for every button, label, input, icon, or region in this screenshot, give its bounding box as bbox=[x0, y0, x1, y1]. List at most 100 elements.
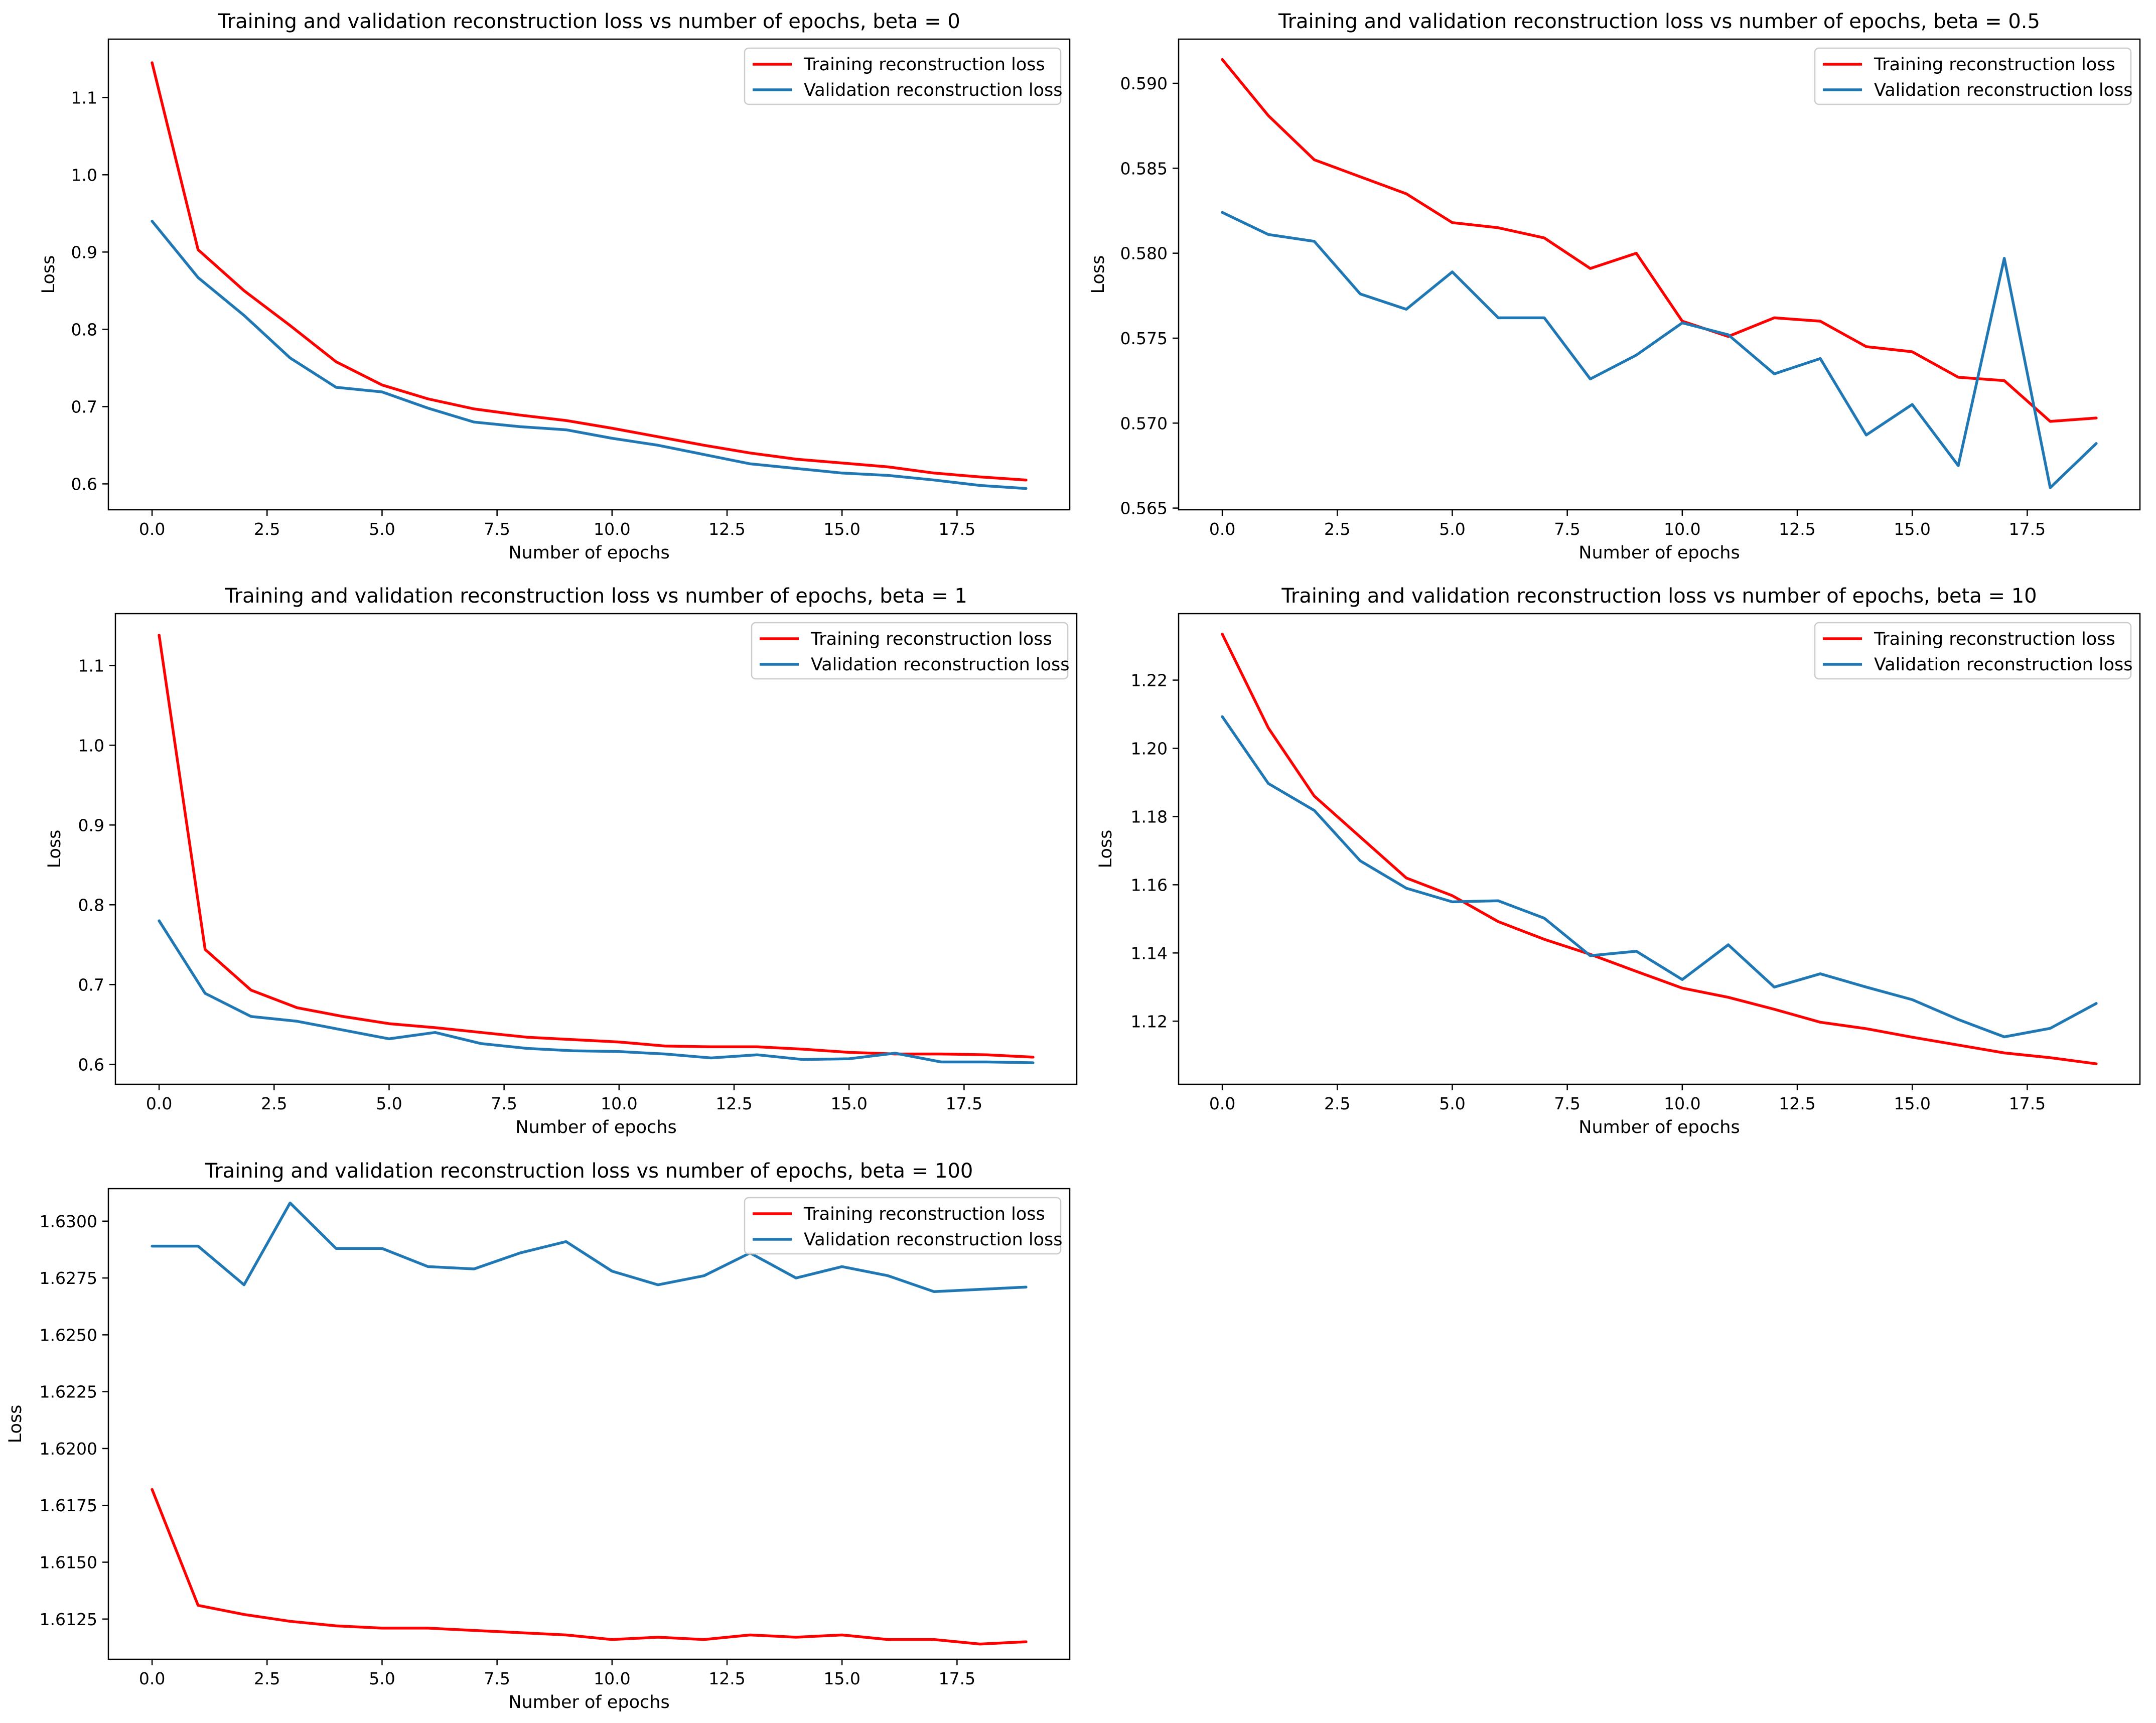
legend-entry-label: Training reconstruction loss bbox=[1874, 629, 2115, 649]
x-tick-label: 0.0 bbox=[1209, 1094, 1235, 1113]
x-tick-label: 10.0 bbox=[1664, 519, 1700, 539]
y-axis-label: Loss bbox=[1088, 255, 1108, 294]
chart-title: Training and validation reconstruction l… bbox=[1281, 585, 2037, 608]
series-group bbox=[151, 1201, 1028, 1646]
y-tick-label: 1.6125 bbox=[40, 1610, 97, 1629]
x-tick-label: 10.0 bbox=[1664, 1094, 1700, 1113]
x-tick-label: 5.0 bbox=[1439, 1094, 1465, 1113]
subplot-4: Training and validation reconstruction l… bbox=[6, 1160, 1071, 1712]
y-tick-label: 0.580 bbox=[1120, 244, 1168, 263]
x-tick-label: 17.5 bbox=[2009, 1094, 2046, 1113]
x-tick-label: 7.5 bbox=[1554, 1094, 1580, 1113]
x-axis-label: Number of epochs bbox=[508, 1692, 669, 1712]
training-loss-line bbox=[151, 61, 1028, 482]
y-tick-label: 0.7 bbox=[71, 397, 97, 416]
x-tick-label: 0.0 bbox=[139, 519, 165, 539]
x-tick-label: 5.0 bbox=[369, 1669, 395, 1688]
y-tick-label: 0.8 bbox=[78, 895, 104, 915]
y-tick-label: 0.575 bbox=[1120, 329, 1168, 348]
x-tick-label: 2.5 bbox=[1324, 1094, 1350, 1113]
x-tick-label: 17.5 bbox=[939, 519, 975, 539]
y-axis-label: Loss bbox=[1096, 830, 1116, 869]
validation-loss-line bbox=[151, 1201, 1028, 1294]
x-tick-label: 15.0 bbox=[823, 519, 860, 539]
training-loss-line bbox=[1221, 633, 2098, 1065]
legend-entry-label: Training reconstruction loss bbox=[810, 629, 1052, 649]
x-tick-label: 10.0 bbox=[594, 1669, 630, 1688]
x-tick-label: 5.0 bbox=[376, 1094, 402, 1113]
y-tick-label: 1.6225 bbox=[40, 1382, 97, 1402]
x-tick-label: 5.0 bbox=[1439, 519, 1465, 539]
training-loss-line bbox=[158, 634, 1035, 1059]
legend: Training reconstruction loss Validation r… bbox=[1814, 47, 2133, 105]
validation-loss-line bbox=[1221, 211, 2098, 489]
axes-frame bbox=[107, 38, 1071, 511]
training-loss-line bbox=[1221, 58, 2098, 423]
x-tick-label: 15.0 bbox=[1894, 1094, 1930, 1113]
y-tick-label: 0.6 bbox=[78, 1055, 104, 1074]
y-axis-label: Loss bbox=[39, 255, 59, 294]
axes-frame bbox=[114, 613, 1078, 1085]
x-axis-label: Number of epochs bbox=[508, 543, 669, 563]
x-tick-label: 12.5 bbox=[1779, 519, 1815, 539]
y-tick-label: 1.1 bbox=[78, 656, 104, 675]
x-tick-label: 12.5 bbox=[708, 519, 745, 539]
y-tick-label: 1.18 bbox=[1131, 807, 1168, 826]
legend: Training reconstruction loss Validation r… bbox=[1814, 622, 2133, 680]
x-axis-label: Number of epochs bbox=[1578, 543, 1740, 563]
x-tick-label: 5.0 bbox=[369, 519, 395, 539]
series-group bbox=[1221, 58, 2098, 489]
x-tick-label: 15.0 bbox=[1894, 519, 1930, 539]
legend-entry-label: Validation reconstruction loss bbox=[1874, 655, 2133, 675]
y-tick-label: 1.6200 bbox=[40, 1439, 97, 1459]
y-tick-label: 0.590 bbox=[1120, 74, 1168, 93]
series-group bbox=[1221, 633, 2098, 1065]
y-axis-label: Loss bbox=[6, 1405, 26, 1444]
legend-box bbox=[744, 1197, 1062, 1255]
x-tick-label: 0.0 bbox=[146, 1094, 172, 1113]
axes-frame bbox=[1178, 613, 2141, 1085]
y-tick-label: 1.6275 bbox=[40, 1268, 97, 1288]
x-tick-label: 2.5 bbox=[261, 1094, 287, 1113]
y-tick-label: 1.6250 bbox=[40, 1325, 97, 1345]
x-tick-label: 0.0 bbox=[1209, 519, 1235, 539]
x-tick-label: 17.5 bbox=[939, 1669, 975, 1688]
legend-entry-label: Training reconstruction loss bbox=[803, 55, 1045, 75]
x-axis-label: Number of epochs bbox=[1578, 1117, 1740, 1137]
x-tick-label: 7.5 bbox=[484, 1669, 510, 1688]
y-tick-label: 0.585 bbox=[1120, 159, 1168, 178]
training-loss-line bbox=[151, 1488, 1028, 1646]
y-tick-label: 1.0 bbox=[78, 736, 104, 755]
x-tick-label: 12.5 bbox=[1779, 1094, 1815, 1113]
series-group bbox=[158, 634, 1035, 1064]
x-tick-label: 17.5 bbox=[946, 1094, 982, 1113]
x-tick-label: 2.5 bbox=[1324, 519, 1350, 539]
subplot-1: Training and validation reconstruction l… bbox=[1088, 10, 2141, 563]
x-tick-label: 12.5 bbox=[708, 1669, 745, 1688]
x-axis-label: Number of epochs bbox=[515, 1117, 676, 1137]
legend-entry-label: Validation reconstruction loss bbox=[1874, 80, 2133, 100]
x-tick-label: 15.0 bbox=[830, 1094, 867, 1113]
legend-entry-label: Training reconstruction loss bbox=[1874, 55, 2115, 75]
x-tick-label: 17.5 bbox=[2009, 519, 2046, 539]
legend-box bbox=[744, 47, 1062, 105]
chart-title: Training and validation reconstruction l… bbox=[1278, 10, 2040, 33]
validation-loss-line bbox=[1221, 715, 2098, 1039]
x-tick-label: 2.5 bbox=[254, 519, 280, 539]
subplot-0: Training and validation reconstruction l… bbox=[39, 10, 1071, 563]
series-group bbox=[151, 61, 1028, 490]
legend: Training reconstruction loss Validation r… bbox=[744, 47, 1063, 105]
y-tick-label: 1.20 bbox=[1131, 739, 1168, 758]
y-axis-label: Loss bbox=[45, 830, 65, 869]
y-tick-label: 1.1 bbox=[71, 88, 97, 107]
validation-loss-line bbox=[158, 919, 1035, 1064]
y-tick-label: 1.16 bbox=[1131, 875, 1168, 895]
legend: Training reconstruction loss Validation r… bbox=[744, 1197, 1063, 1255]
legend-entry-label: Training reconstruction loss bbox=[803, 1204, 1045, 1224]
axes-frame bbox=[1178, 38, 2141, 511]
y-tick-label: 0.565 bbox=[1120, 499, 1168, 518]
x-tick-label: 0.0 bbox=[139, 1669, 165, 1688]
y-tick-label: 0.570 bbox=[1120, 413, 1168, 433]
y-tick-label: 1.6175 bbox=[40, 1496, 97, 1515]
